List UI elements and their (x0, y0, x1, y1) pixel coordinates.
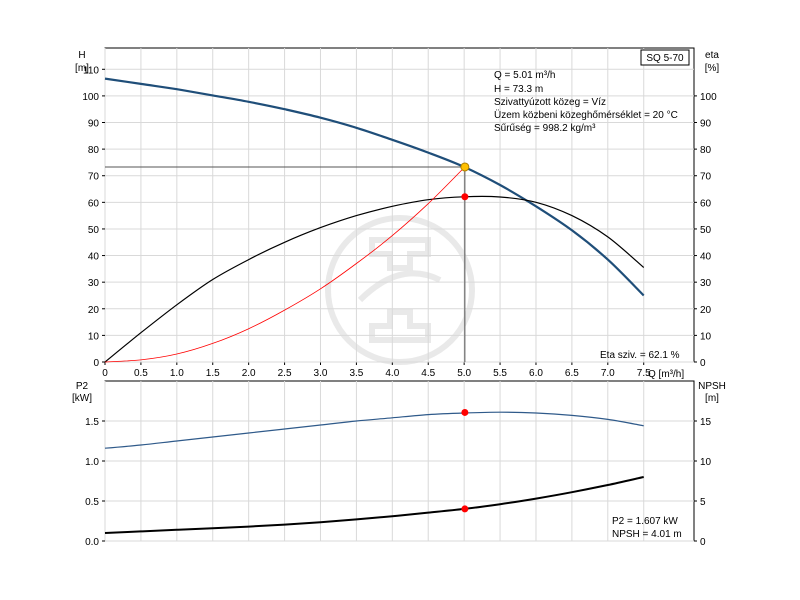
upper-y-right-label: eta (705, 50, 719, 61)
upper-y2-tick-label: 60 (700, 198, 712, 209)
lower-y-tick-label: 0.0 (85, 537, 99, 548)
info-line-h: H = 73.3 m (494, 84, 543, 95)
upper-y-tick-label: 110 (83, 65, 99, 76)
upper-y-tick-label: 80 (88, 145, 100, 156)
upper-y2-tick-label: 40 (700, 252, 712, 263)
lower-y-right-label: NPSH (698, 381, 726, 392)
lower-y-tick-label: 0.5 (85, 497, 99, 508)
x-tick-label: 6.5 (565, 368, 579, 379)
lower-y-left-label: P2 (76, 381, 89, 392)
upper-y2-tick-label: 80 (700, 145, 712, 156)
upper-y2-tick-label: 0 (700, 358, 706, 369)
upper-y-tick-label: 90 (88, 119, 100, 130)
info-line-temperature: Üzem közbeni közeghőmérséklet = 20 °C (494, 109, 678, 121)
x-tick-label: 5.0 (457, 368, 471, 379)
upper-y2-tick-label: 10 (700, 331, 712, 342)
upper-y-tick-label: 60 (88, 198, 100, 209)
x-tick-label: 0.5 (134, 368, 148, 379)
upper-y-tick-label: 30 (88, 278, 100, 289)
eta-duty-marker (461, 193, 469, 201)
x-tick-label: 1.5 (206, 368, 220, 379)
upper-y-tick-label: 100 (82, 92, 99, 103)
upper-y-tick-label: 40 (88, 252, 100, 263)
lower-y2-tick-label: 5 (700, 497, 706, 508)
series-p2-line (104, 411, 644, 449)
lower-y2-tick-label: 10 (700, 457, 712, 468)
x-tick-label: 7.5 (637, 368, 651, 379)
info-line-q: Q = 5.01 m³/h (494, 70, 555, 81)
upper-y2-tick-label: 70 (700, 172, 712, 183)
x-tick-label: 7.0 (601, 368, 615, 379)
eta-note: Eta sziv. = 62.1 % (600, 350, 680, 361)
series-system-line (104, 166, 466, 363)
x-tick-label: 2.0 (242, 368, 256, 379)
x-tick-label: 0 (102, 368, 108, 379)
lower-y-tick-label: 1.0 (85, 457, 99, 468)
model-label: SQ 5-70 (646, 53, 684, 64)
lower-y2-tick-label: 0 (700, 537, 706, 548)
upper-y-right-unit: [%] (705, 63, 720, 74)
lower-grid: 0.0 0.5 1.0 1.5 0 5 10 15 (85, 381, 712, 548)
lower-y-tick-label: 1.5 (85, 417, 99, 428)
upper-y2-tick-label: 50 (700, 225, 712, 236)
x-tick-label: 5.5 (493, 368, 507, 379)
x-tick-label: 4.5 (421, 368, 435, 379)
info-line-p2: P2 = 1.607 kW (612, 516, 678, 527)
upper-y-tick-label: 50 (88, 225, 100, 236)
duty-point-marker (460, 162, 470, 172)
lower-y-right-unit: [m] (705, 393, 719, 404)
upper-x-label: Q [m³/h] (648, 369, 684, 380)
upper-y2-tick-label: 30 (700, 278, 712, 289)
info-line-npsh: NPSH = 4.01 m (612, 529, 682, 540)
x-tick-label: 3.0 (314, 368, 328, 379)
series-h-line (104, 77, 645, 297)
upper-y2-tick-label: 90 (700, 119, 712, 130)
info-line-medium: Szivattyúzott közeg = Víz (494, 97, 606, 108)
info-line-density: Sűrűség = 998.2 kg/m³ (494, 123, 596, 134)
upper-y-tick-label: 70 (88, 172, 100, 183)
p2-duty-marker (461, 408, 469, 416)
npsh-duty-marker (461, 505, 469, 513)
chart-marks (104, 77, 645, 534)
series-npsh-line (104, 476, 644, 534)
upper-y2-tick-label: 100 (700, 92, 717, 103)
upper-y-tick-label: 20 (88, 305, 100, 316)
upper-y-left-unit: [m] (75, 63, 89, 74)
x-tick-label: 2.5 (278, 368, 292, 379)
upper-y-tick-label: 10 (88, 331, 100, 342)
x-tick-label: 6.0 (529, 368, 543, 379)
x-tick-label: 4.0 (385, 368, 399, 379)
lower-y2-tick-label: 15 (700, 417, 712, 428)
lower-y-left-unit: [kW] (72, 393, 92, 404)
series-eta-line (104, 195, 645, 363)
model-label-box (640, 49, 690, 66)
x-tick-label: 3.5 (349, 368, 363, 379)
x-tick-label: 1.0 (170, 368, 184, 379)
upper-grid: 0 0.5 1.0 1.5 2.0 2.5 3.0 3.5 4.0 4.5 5.0 5.5 6.0 6.5… (82, 48, 717, 379)
upper-y-left-label: H (78, 50, 85, 61)
upper-y-tick-label: 0 (93, 358, 99, 369)
upper-y2-tick-label: 20 (700, 305, 712, 316)
